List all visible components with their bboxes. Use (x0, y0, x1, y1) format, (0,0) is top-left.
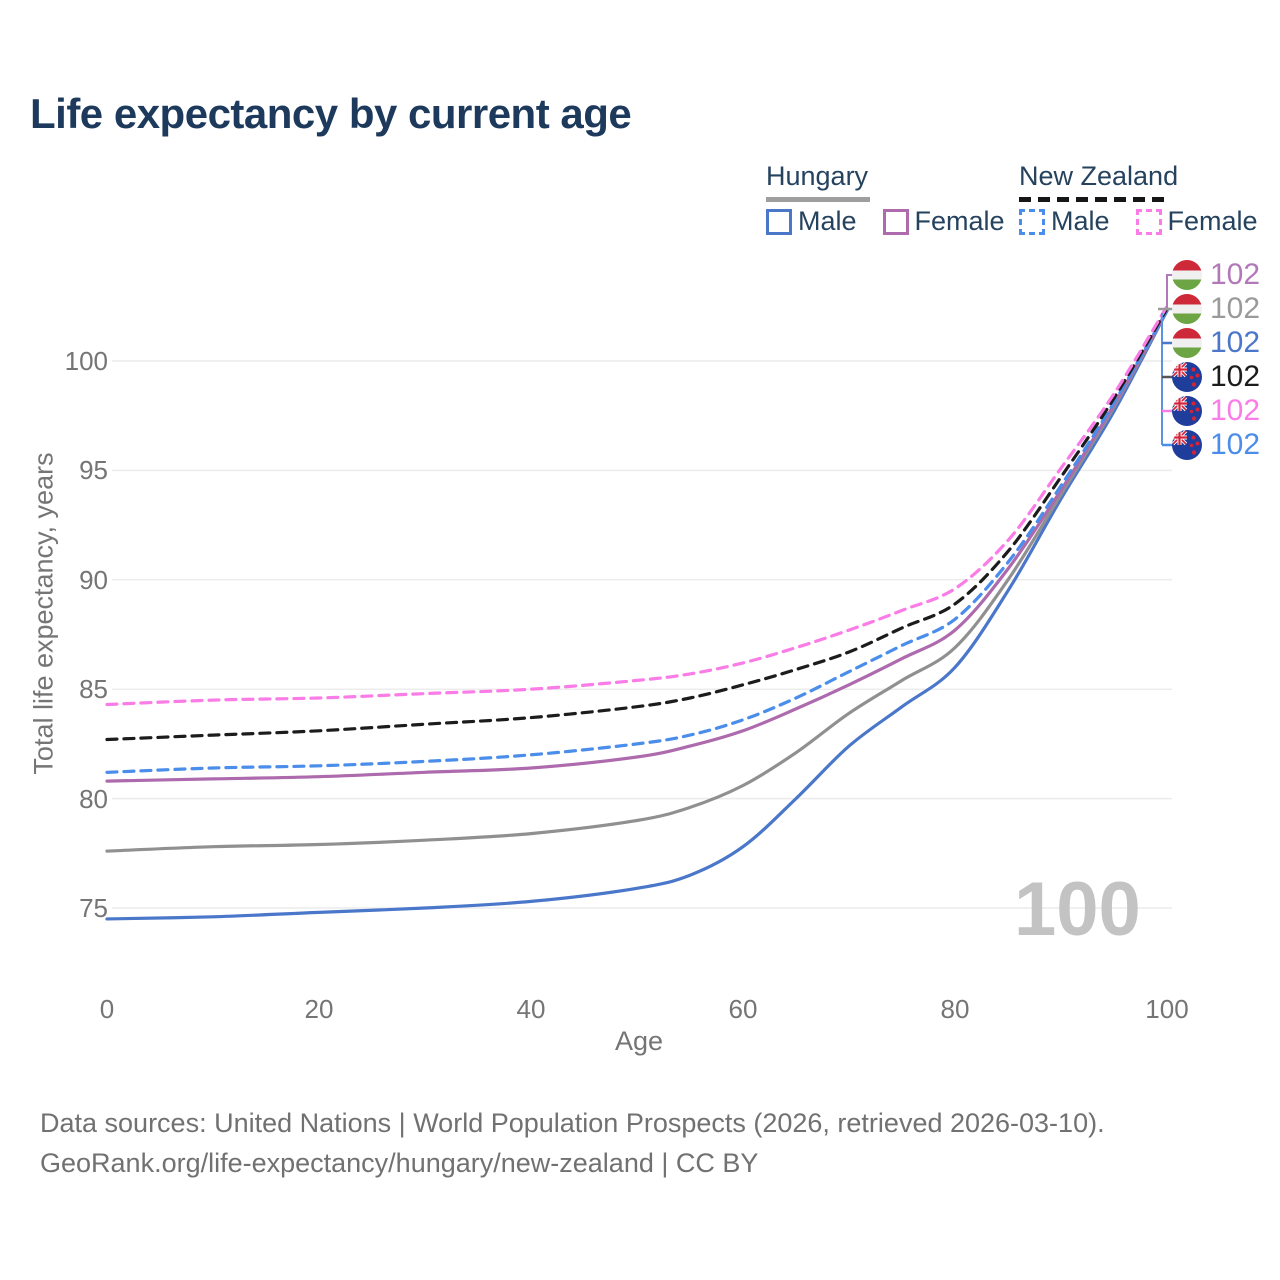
new-zealand-flag-icon (1172, 396, 1202, 426)
legend-header-new-zealand[interactable]: New Zealand (1019, 161, 1179, 191)
legend-item-label: Female (1167, 206, 1258, 236)
series-end-label: 102 (1172, 429, 1260, 461)
footer-data-sources: Data sources: United Nations | World Pop… (40, 1108, 1105, 1138)
hungary-flag-icon (1172, 328, 1202, 358)
series-line-hungary-total (105, 309, 1169, 853)
series-line-new-zealand-female (105, 304, 1169, 707)
legend-items-hungary: Male Female (766, 206, 1005, 237)
hungary-flag-icon (1172, 294, 1202, 324)
legend-item-label: Female (914, 206, 1005, 236)
plot-area[interactable] (107, 255, 1167, 955)
legend-item-new-zealand-female[interactable]: Female (1135, 206, 1258, 237)
end-label-value: 102 (1210, 326, 1261, 359)
legend-item-hungary-male[interactable]: Male (766, 206, 857, 237)
end-label-value: 102 (1210, 258, 1261, 291)
x-axis-title: Age (614, 1026, 664, 1056)
footer-attribution: GeoRank.org/life-expectancy/hungary/new-… (40, 1148, 759, 1178)
y-axis-title: Total life expectancy, years (28, 452, 59, 775)
legend-item-label: Male (1051, 206, 1110, 236)
series-end-label: 102 (1172, 327, 1260, 359)
series-end-label: 102 (1172, 293, 1260, 325)
new-zealand-flag-icon (1172, 430, 1202, 460)
legend-item-hungary-female[interactable]: Female (882, 206, 1005, 237)
new-zealand-female-swatch-icon (1135, 208, 1162, 235)
new-zealand-line-style-icon (1019, 197, 1169, 202)
hungary-male-swatch-icon (766, 208, 792, 235)
hungary-flag-icon (1172, 260, 1202, 290)
series-line-hungary-male (105, 309, 1169, 921)
hungary-female-swatch-icon (882, 208, 909, 235)
end-label-value: 102 (1210, 428, 1261, 461)
age-counter-watermark: 100 (1014, 867, 1141, 952)
series-lines (105, 304, 1169, 921)
legend-item-label: Male (798, 206, 857, 236)
series-line-new-zealand-total (105, 306, 1169, 742)
end-label-value: 102 (1210, 394, 1261, 427)
legend-header-hungary[interactable]: Hungary (766, 161, 869, 191)
hungary-line-style-icon (766, 197, 870, 202)
legend-items-new-zealand: Male Female (1019, 206, 1258, 237)
leader-line (1166, 274, 1174, 310)
new-zealand-flag-icon (1172, 362, 1202, 392)
series-line-new-zealand-male (105, 309, 1169, 774)
series-line-hungary-female (105, 309, 1169, 783)
gridlines (112, 360, 1172, 909)
end-label-value: 102 (1210, 360, 1261, 393)
series-end-label: 102 (1172, 259, 1260, 291)
series-end-label: 102 (1172, 395, 1260, 427)
end-label-value: 102 (1210, 292, 1261, 325)
legend-item-new-zealand-male[interactable]: Male (1019, 206, 1110, 237)
series-end-label: 102 (1172, 361, 1260, 393)
new-zealand-male-swatch-icon (1019, 208, 1045, 235)
page-title: Life expectancy by current age (30, 90, 632, 137)
